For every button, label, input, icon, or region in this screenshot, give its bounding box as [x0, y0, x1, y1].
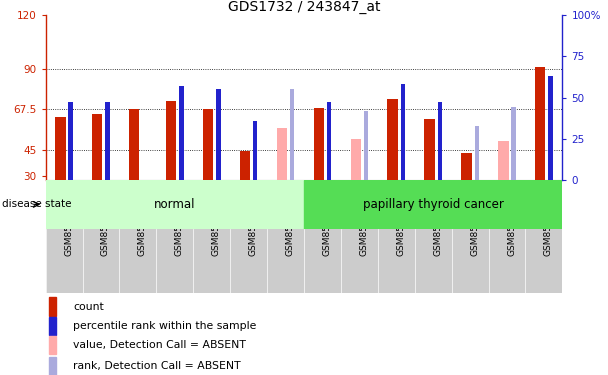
Bar [49, 317, 57, 335]
Bar [49, 336, 57, 354]
Text: GSM85215: GSM85215 [64, 207, 73, 256]
Text: GSM85221: GSM85221 [286, 207, 294, 256]
Bar [92, 114, 102, 180]
Bar [535, 67, 545, 180]
Bar [69, 102, 73, 180]
Text: disease state: disease state [2, 200, 72, 209]
Bar [327, 102, 331, 180]
Bar [474, 126, 479, 180]
Bar [166, 101, 176, 180]
Bar [253, 121, 257, 180]
Bar [387, 99, 398, 180]
Text: GSM85224: GSM85224 [396, 207, 406, 256]
Bar [277, 128, 287, 180]
Text: rank, Detection Call = ABSENT: rank, Detection Call = ABSENT [73, 361, 241, 371]
Bar [49, 297, 57, 316]
Bar [267, 229, 304, 292]
Text: GSM85228: GSM85228 [544, 207, 553, 256]
Text: normal: normal [154, 198, 196, 211]
Bar [378, 229, 415, 292]
Text: GSM85223: GSM85223 [359, 207, 368, 256]
Bar [46, 229, 83, 292]
Bar [304, 229, 341, 292]
Bar [489, 229, 525, 292]
Text: GSM85226: GSM85226 [470, 207, 479, 256]
Bar [350, 139, 361, 180]
Bar [203, 109, 213, 180]
Bar [156, 229, 193, 292]
Bar [438, 102, 442, 180]
Bar [548, 76, 553, 180]
Bar [55, 117, 66, 180]
Bar [415, 229, 452, 292]
Bar [304, 180, 562, 229]
Bar [230, 229, 267, 292]
Bar [179, 86, 184, 180]
Text: GSM85220: GSM85220 [249, 207, 258, 256]
Title: GDS1732 / 243847_at: GDS1732 / 243847_at [228, 0, 380, 14]
Bar [129, 109, 139, 180]
Bar [49, 357, 57, 375]
Bar [83, 229, 119, 292]
Bar [364, 111, 368, 180]
Bar [216, 89, 221, 180]
Bar [401, 84, 405, 180]
Text: papillary thyroid cancer: papillary thyroid cancer [363, 198, 503, 211]
Text: GSM85222: GSM85222 [322, 207, 331, 256]
Bar [424, 119, 435, 180]
Text: GSM85217: GSM85217 [138, 207, 147, 256]
Bar [46, 180, 304, 229]
Bar [341, 229, 378, 292]
Bar [452, 229, 489, 292]
Text: count: count [73, 302, 104, 312]
Bar [461, 153, 472, 180]
Text: value, Detection Call = ABSENT: value, Detection Call = ABSENT [73, 340, 246, 350]
Bar [240, 151, 250, 180]
Bar [193, 229, 230, 292]
Text: GSM85218: GSM85218 [175, 207, 184, 256]
Text: GSM85216: GSM85216 [101, 207, 110, 256]
Bar [511, 107, 516, 180]
Text: GSM85227: GSM85227 [507, 207, 516, 256]
Text: percentile rank within the sample: percentile rank within the sample [73, 321, 257, 332]
Bar [314, 108, 324, 180]
Bar [105, 102, 110, 180]
Bar [498, 141, 508, 180]
Bar [119, 229, 156, 292]
Bar [290, 89, 294, 180]
Text: GSM85219: GSM85219 [212, 207, 221, 256]
Bar [525, 229, 562, 292]
Text: GSM85225: GSM85225 [433, 207, 442, 256]
